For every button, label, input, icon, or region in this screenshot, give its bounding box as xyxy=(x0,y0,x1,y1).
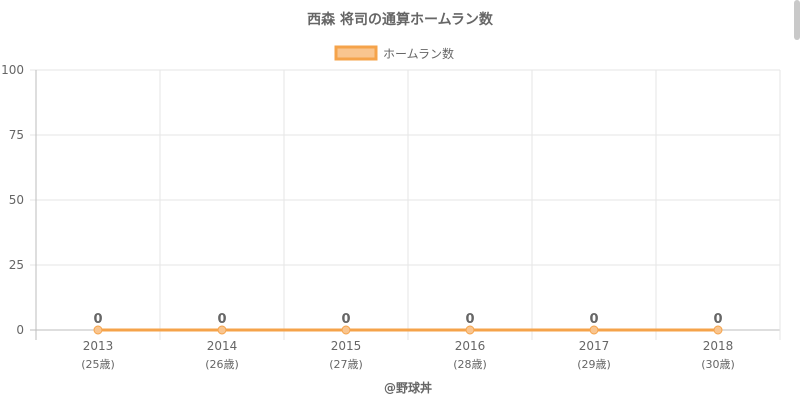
data-point xyxy=(713,325,723,335)
y-tick-label: 50 xyxy=(9,193,24,207)
y-tick-label: 0 xyxy=(16,323,24,337)
y-tick-label: 25 xyxy=(9,258,24,272)
x-tick-sublabel: (29歳) xyxy=(577,358,611,371)
legend-label: ホームラン数 xyxy=(383,46,454,61)
data-label: 0 xyxy=(465,312,474,327)
x-axis: 2013 (25歳) 2014 (26歳) 2015 (27歳) 2016 (28歳) 2017… xyxy=(81,339,735,371)
data-label: 0 xyxy=(217,312,226,327)
legend: ホームラン数 xyxy=(334,45,454,61)
data-label: 0 xyxy=(589,312,598,327)
data-point xyxy=(217,325,227,335)
credit-label: @野球丼 xyxy=(384,380,432,395)
data-label: 0 xyxy=(713,312,722,327)
x-tick-label: 2016 xyxy=(455,339,486,353)
x-tick-sublabel: (26歳) xyxy=(205,358,239,371)
y-tick-label: 75 xyxy=(9,128,24,142)
x-tick-label: 2018 xyxy=(703,339,734,353)
x-tick-sublabel: (25歳) xyxy=(81,358,115,371)
legend-swatch xyxy=(334,45,378,61)
x-tick-sublabel: (30歳) xyxy=(701,358,735,371)
y-axis: 0 25 50 75 100 xyxy=(1,63,24,337)
scrollbar[interactable] xyxy=(794,0,800,40)
grid xyxy=(30,69,781,340)
x-tick-sublabel: (28歳) xyxy=(453,358,487,371)
chart-title: 西森 将司の通算ホームラン数 xyxy=(307,11,494,28)
x-tick-label: 2013 xyxy=(83,339,114,353)
x-tick-label: 2014 xyxy=(207,339,238,353)
y-tick-label: 100 xyxy=(1,63,24,77)
data-point xyxy=(93,325,103,335)
x-tick-label: 2017 xyxy=(579,339,610,353)
data-point xyxy=(589,325,599,335)
data-point xyxy=(465,325,475,335)
data-point xyxy=(341,325,351,335)
x-tick-label: 2015 xyxy=(331,339,362,353)
x-tick-sublabel: (27歳) xyxy=(329,358,363,371)
data-label: 0 xyxy=(341,312,350,327)
plot-area: 0 0 0 0 0 0 xyxy=(93,312,723,335)
data-label: 0 xyxy=(93,312,102,327)
